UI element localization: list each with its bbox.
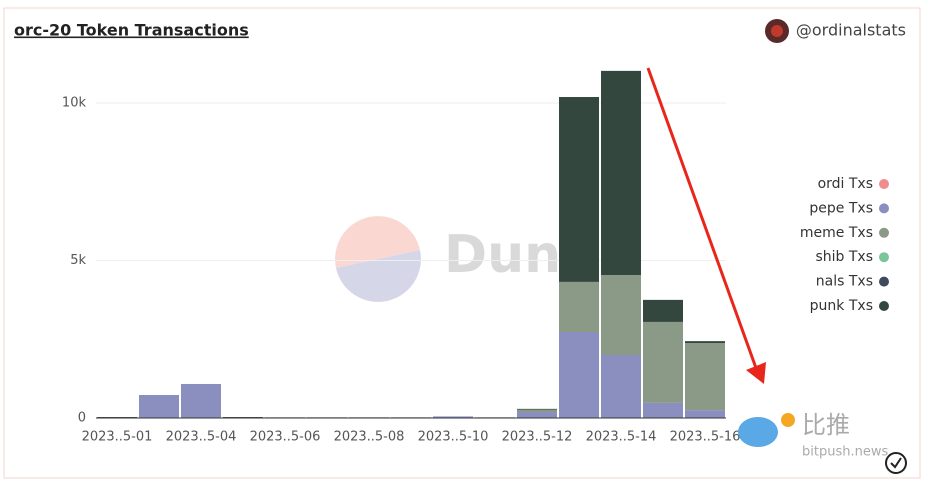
legend-label: nals Txs	[816, 274, 873, 290]
y-tick-label: 0	[78, 411, 86, 426]
check-icon[interactable]	[885, 452, 907, 474]
bar-segment	[685, 410, 725, 418]
bar-segment	[643, 321, 683, 403]
x-tick-label: 2023..5-12	[502, 430, 573, 445]
bar-segment	[643, 402, 683, 418]
x-tick-label: 2023..5-08	[334, 430, 405, 445]
bar-segment	[433, 416, 473, 418]
legend-label: ordi Txs	[818, 176, 873, 192]
legend-label: shib Txs	[815, 249, 873, 265]
legend-dot	[879, 227, 889, 238]
bar-segment	[517, 408, 557, 410]
bar-segment	[601, 70, 641, 275]
legend-label: meme Txs	[800, 225, 873, 241]
legend-dot	[879, 252, 889, 263]
bitpush-logo: 比推 bitpush.news	[738, 411, 888, 460]
watermark-top	[335, 216, 420, 268]
legend-dot	[879, 276, 889, 287]
brand-url: bitpush.news	[802, 445, 888, 460]
bar-segment	[559, 97, 599, 282]
watermark-bottom	[336, 250, 421, 302]
avatar-inner	[771, 25, 783, 37]
bar-segment	[559, 281, 599, 333]
bird	[738, 417, 778, 447]
bar-segment	[517, 412, 557, 418]
y-tick-label: 10k	[62, 96, 87, 111]
chart-title[interactable]: orc-20 Token Transactions	[14, 21, 249, 40]
legend-dot	[879, 203, 889, 214]
arrow	[646, 67, 758, 369]
y-tick-label: 5k	[70, 253, 86, 268]
arrow-head	[746, 362, 766, 384]
bar-segment	[685, 343, 725, 411]
x-tick-label: 2023..5-16	[670, 430, 741, 445]
bar-segment	[643, 299, 683, 322]
x-tick-label: 2023..5-10	[418, 430, 489, 445]
x-tick-label: 2023..5-06	[250, 430, 321, 445]
x-tick-label: 2023..5-04	[166, 430, 237, 445]
bar-segment	[559, 332, 599, 418]
legend-label: punk Txs	[810, 298, 873, 314]
bar-segment	[601, 274, 641, 355]
bar-segment	[601, 355, 641, 418]
check-mark	[890, 457, 902, 469]
author[interactable]: @ordinalstats	[796, 21, 906, 40]
bar-segment	[517, 409, 557, 413]
brand-cn: 比推	[802, 411, 850, 439]
legend-dot	[879, 179, 889, 189]
bar-segment	[685, 341, 725, 344]
coin	[781, 413, 795, 427]
legend-label: pepe Txs	[809, 200, 873, 216]
bar-segment	[181, 383, 221, 418]
x-tick-label: 2023..5-14	[586, 430, 657, 445]
x-tick-label: 2023..5-01	[82, 430, 153, 445]
bar-segment	[139, 395, 179, 418]
legend-dot	[879, 301, 889, 311]
